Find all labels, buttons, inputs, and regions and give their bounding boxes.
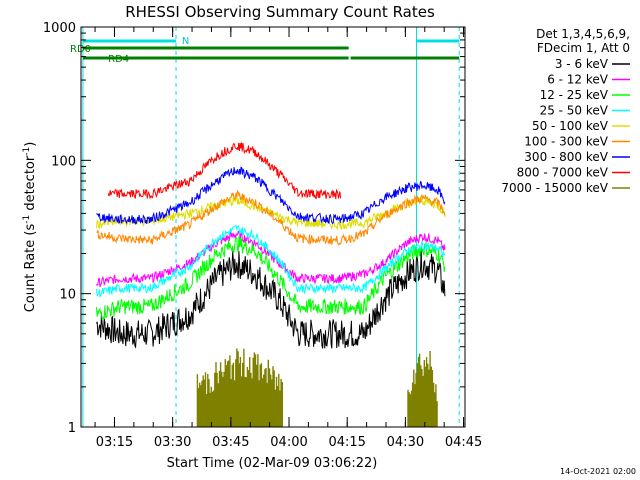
legend-header-detectors: Det 1,3,4,5,6,9, [536, 27, 630, 41]
series-line-7000-15000 [196, 348, 438, 427]
x-axis-title: Start Time (02-Mar-09 03:06:22) [167, 456, 378, 471]
series-line-0 [96, 249, 446, 349]
legend-label: 12 - 25 keV [540, 88, 609, 102]
series-line-2 [96, 236, 446, 321]
series-line-5 [96, 189, 446, 246]
x-tick-label: 03:30 [154, 435, 191, 450]
y-axis-title-sup1: -1 [22, 215, 32, 224]
y-axis-title-mid: detector [23, 155, 38, 215]
x-tick-label: 04:30 [387, 435, 424, 450]
y-tick-label: 10 [59, 288, 76, 303]
legend-label: 3 - 6 keV [555, 57, 609, 71]
y-axis-title-end: ) [23, 142, 38, 147]
y-axis-title: Count Rate (s-1 detector-1) [22, 142, 38, 313]
legend-label: 800 - 7000 keV [517, 166, 609, 180]
x-tick-label: 03:45 [212, 435, 249, 450]
x-tick-label: 03:15 [96, 435, 133, 450]
y-axis-title-sup2: -1 [22, 147, 32, 156]
legend-label: 100 - 300 keV [524, 135, 608, 149]
plot-frame [80, 26, 466, 428]
x-tick-label: 04:15 [328, 435, 365, 450]
legend-label: 300 - 800 keV [524, 150, 608, 164]
x-tick-label: 04:00 [270, 435, 307, 450]
series-line-3 [96, 224, 446, 298]
x-tick-label: 04:45 [445, 435, 482, 450]
footer-timestamp: 14-Oct-2021 02:00 [560, 467, 636, 476]
y-tick-label: 1 [68, 421, 76, 436]
flag-label-rd4: RD4 [108, 54, 129, 65]
y-tick-label: 1000 [43, 21, 76, 36]
y-tick-label: 100 [51, 154, 76, 169]
legend-label: 6 - 12 keV [547, 73, 609, 87]
flag-label-night: N [182, 36, 189, 47]
legend-header-decimation: FDecim 1, Att 0 [537, 41, 630, 55]
chart-title: RHESSI Observing Summary Count Rates [125, 3, 435, 21]
legend: Det 1,3,4,5,6,9, FDecim 1, Att 0 3 - 6 k… [501, 27, 630, 195]
series-group [96, 142, 446, 427]
legend-label: 50 - 100 keV [532, 119, 609, 133]
axis-ticks: 1 10 100 1000 03:15 03:30 03:45 04:00 04:15 04:30… [43, 21, 482, 450]
series-line-7 [107, 142, 342, 200]
legend-label: 7000 - 15000 keV [501, 181, 608, 195]
y-axis-title-base: Count Rate (s [23, 224, 38, 313]
series-line-6 [96, 166, 446, 225]
legend-label: 25 - 50 keV [540, 104, 609, 118]
